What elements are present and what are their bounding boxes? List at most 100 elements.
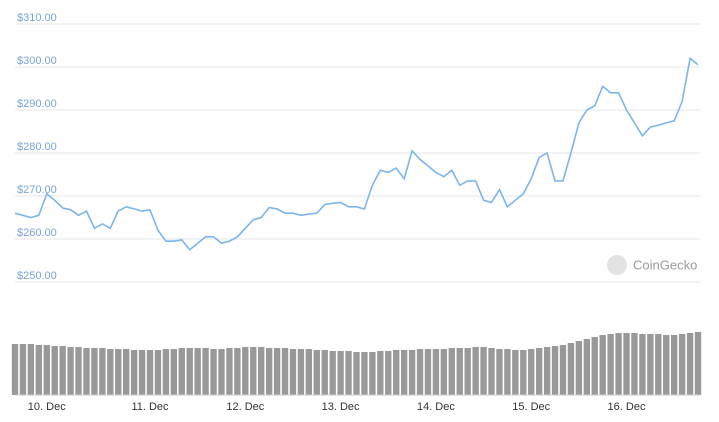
volume-bar <box>115 349 122 395</box>
x-tick-label: 13. Dec <box>322 401 360 413</box>
volume-bar <box>107 349 114 395</box>
volume-bar <box>432 349 440 395</box>
volume-bar <box>480 347 487 395</box>
volume-bar <box>631 333 638 395</box>
volume-bar <box>194 348 201 395</box>
volume-bar <box>35 345 43 395</box>
volume-bar <box>11 344 19 395</box>
volume-bar <box>528 349 535 395</box>
volume-bar <box>75 347 82 395</box>
x-tick-label: 16. Dec <box>608 401 646 413</box>
volume-bar <box>289 349 297 395</box>
volume-bar <box>67 347 74 395</box>
volume-bar <box>178 348 185 395</box>
volume-bar <box>170 349 178 395</box>
y-tick-label: $260.00 <box>17 227 57 239</box>
volume-bar <box>694 332 702 395</box>
volume-bar <box>599 335 606 395</box>
volume-bar <box>361 352 368 395</box>
watermark: CoinGecko <box>607 255 697 275</box>
volume-bar <box>99 348 106 395</box>
volume-bar <box>623 333 630 395</box>
volume-bar <box>242 347 249 395</box>
volume-bar <box>559 345 567 395</box>
volume-bar <box>575 341 583 395</box>
volume-bar <box>162 349 170 395</box>
volume-bar <box>59 346 66 395</box>
volume-bar <box>377 351 384 395</box>
y-tick-label: $290.00 <box>17 98 57 110</box>
watermark-text: CoinGecko <box>633 257 697 272</box>
volume-bar <box>329 351 336 395</box>
volume-bar <box>591 337 598 395</box>
volume-bar <box>369 352 376 395</box>
volume-bar <box>543 347 551 395</box>
volume-bar <box>138 350 146 395</box>
volume-bar <box>686 333 694 395</box>
volume-bar <box>639 334 646 395</box>
volume-bar <box>424 349 432 395</box>
volume-bar <box>655 334 662 395</box>
volume-bar <box>51 346 58 395</box>
volume-bar <box>385 351 392 395</box>
x-tick-label: 14. Dec <box>417 401 455 413</box>
plot: $250.00 $260.00 $270.00 $280.00 $290.00 $300.… <box>11 12 702 413</box>
volume-bar <box>512 350 519 395</box>
y-tick-label: $310.00 <box>17 12 57 24</box>
volume-bar <box>663 335 670 395</box>
volume-bar <box>353 352 360 395</box>
volume-bar <box>520 350 527 395</box>
volume-bar <box>400 350 408 395</box>
volume-bar <box>218 349 225 395</box>
volume-bar <box>647 334 654 395</box>
volume-bar <box>83 348 90 395</box>
y-tick-label: $280.00 <box>17 141 57 153</box>
volume-bar <box>43 345 50 395</box>
volume-bar <box>313 350 320 395</box>
volume-bar <box>535 348 543 395</box>
volume-bar <box>321 350 328 395</box>
volume-bar <box>583 339 590 395</box>
x-tick-label: 15. Dec <box>512 401 550 413</box>
volume-bar <box>146 350 154 395</box>
volume-bar <box>281 348 289 395</box>
volume-bar <box>273 348 281 395</box>
volume-bar <box>154 350 162 395</box>
volume-bar <box>297 349 305 395</box>
volume-bar <box>210 349 217 395</box>
volume-bar <box>19 344 27 395</box>
price-line <box>14 56 699 251</box>
volume-bar <box>186 348 193 395</box>
volume-bar <box>265 348 273 395</box>
volume-bar <box>123 349 130 395</box>
volume-bar <box>226 348 233 395</box>
volume-bar <box>488 348 495 395</box>
volume-bar <box>27 344 35 395</box>
watermark-icon <box>607 255 627 275</box>
volume-bar <box>408 350 416 395</box>
volume-bar <box>393 350 400 395</box>
volume-bar <box>305 349 313 395</box>
volume-bar <box>472 347 479 395</box>
x-tick-label: 11. Dec <box>131 401 169 413</box>
volume-bar <box>440 349 448 395</box>
volume-bar <box>258 347 265 395</box>
x-tick-label: 12. Dec <box>226 401 264 413</box>
volume-bar <box>678 334 686 395</box>
volume-bar <box>551 346 559 395</box>
volume-bar <box>456 348 463 395</box>
volume-bar <box>234 348 241 395</box>
volume-bar <box>202 348 209 395</box>
volume-bar <box>416 349 424 395</box>
y-tick-label: $250.00 <box>17 270 57 282</box>
volume-bar <box>345 351 352 395</box>
volume-bar <box>448 348 455 395</box>
volume-bar <box>670 335 678 395</box>
y-tick-label: $270.00 <box>17 184 57 196</box>
volume-bar <box>607 334 614 395</box>
volume-bar <box>337 351 344 395</box>
volume-bar <box>130 350 138 395</box>
volume-bar <box>504 349 511 395</box>
volume-bar <box>91 348 98 395</box>
